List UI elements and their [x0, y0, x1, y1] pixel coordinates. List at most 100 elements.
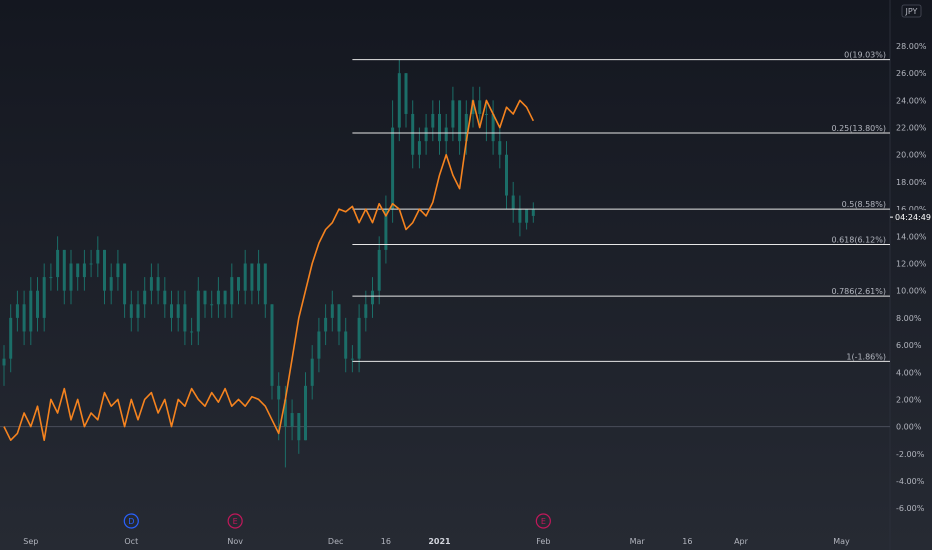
candle	[344, 317, 348, 373]
candle-body	[116, 263, 120, 278]
candle-body	[417, 141, 421, 155]
candle	[330, 290, 334, 332]
fib-level: 0.618(6.12%)	[352, 235, 890, 245]
fib-level: 0.25(13.80%)	[352, 124, 890, 134]
candle-body	[310, 358, 314, 386]
candle-body	[478, 100, 482, 114]
y-axis[interactable]: 28.00% 26.00% 24.00% 22.00% 20.00% 18.00% 16.0…	[896, 42, 927, 513]
candle	[196, 277, 200, 346]
candle	[129, 290, 133, 332]
candle-body	[2, 358, 6, 366]
candle-body	[464, 113, 468, 142]
candle-body	[9, 317, 13, 359]
candle-body	[136, 304, 140, 318]
y-tick-label: 26.00%	[896, 69, 927, 78]
candle-body	[304, 385, 307, 441]
candle	[431, 100, 435, 142]
candle-body	[42, 277, 46, 318]
candle	[371, 277, 374, 318]
candle-body	[176, 304, 180, 318]
candle-body	[411, 113, 415, 155]
candle	[15, 290, 19, 332]
fibonacci-retracement[interactable]: 0(19.03%) 0.25(13.80%) 0.5(8.58%) 0.618(6.1…	[352, 51, 890, 362]
y-tick-label: 14.00%	[896, 232, 927, 241]
candle	[444, 113, 448, 155]
candle-body	[22, 304, 26, 332]
x-tick-label: Oct	[124, 537, 138, 546]
candle-body	[129, 304, 133, 318]
fib-level-label: 0.618(6.12%)	[831, 235, 886, 244]
candle	[103, 249, 106, 305]
x-tick-label: Mar	[630, 537, 646, 546]
candle	[230, 263, 234, 318]
candle	[511, 181, 515, 223]
fib-level: 0.786(2.61%)	[352, 287, 890, 297]
candle-body	[431, 113, 435, 128]
y-tick-label: 18.00%	[896, 178, 927, 187]
candle	[491, 100, 495, 155]
y-tick-label: -6.00%	[896, 504, 925, 513]
candle	[89, 249, 93, 278]
candle-body	[531, 209, 535, 216]
candle	[36, 277, 39, 332]
candle	[176, 290, 180, 332]
candle	[337, 304, 341, 346]
x-tick-label: Nov	[227, 537, 243, 546]
candle	[136, 290, 140, 332]
fib-level-label: 1(-1.86%)	[846, 352, 886, 361]
candle-body	[76, 263, 80, 278]
candle	[250, 263, 254, 305]
candle-body	[297, 413, 301, 441]
candle	[149, 263, 153, 305]
candle-body	[525, 209, 529, 223]
candle-body	[15, 304, 19, 318]
candle-body	[391, 127, 395, 210]
candle	[458, 100, 462, 155]
candle	[156, 263, 160, 305]
candle-body	[49, 277, 53, 279]
candle	[471, 86, 475, 128]
candle	[49, 263, 53, 291]
candle	[183, 290, 187, 346]
x-tick-label: 2021	[428, 537, 451, 546]
candle-body	[170, 304, 173, 318]
badge-ring	[123, 513, 139, 529]
candle	[29, 277, 33, 346]
candle-body	[82, 263, 86, 278]
fib-level-label: 0.786(2.61%)	[831, 287, 886, 296]
candle-body	[62, 249, 66, 291]
candle-body	[505, 154, 508, 196]
candle-body	[190, 331, 194, 333]
candle	[438, 100, 441, 155]
candle	[42, 263, 46, 332]
candle-body	[444, 127, 448, 142]
earnings-badge: E	[535, 513, 551, 529]
candle-body	[283, 399, 287, 427]
candle	[498, 127, 502, 169]
candle-body	[491, 113, 495, 142]
candle	[350, 345, 354, 373]
y-tick-label: 8.00%	[896, 314, 922, 323]
candle-body	[230, 277, 234, 305]
badge-label: D	[128, 517, 134, 526]
candle-body	[257, 263, 261, 291]
candle-body	[163, 290, 167, 305]
candle	[109, 263, 113, 305]
candle-body	[471, 100, 475, 114]
currency-badge[interactable]: JPY	[901, 4, 922, 18]
x-tick-label: Feb	[536, 537, 550, 546]
candle	[2, 345, 6, 386]
candle	[531, 202, 535, 223]
x-axis[interactable]: Sep Oct Nov Dec 16 2021 Feb Mar 16 Apr May	[23, 537, 850, 546]
candle	[304, 372, 307, 441]
candle	[163, 277, 167, 318]
fib-level: 0.5(8.58%)	[352, 200, 890, 210]
candle-body	[451, 100, 455, 128]
candle	[404, 73, 408, 128]
fib-level-label: 0.5(8.58%)	[842, 200, 886, 209]
y-tick-label: 0.00%	[896, 423, 922, 432]
candle	[484, 100, 488, 142]
